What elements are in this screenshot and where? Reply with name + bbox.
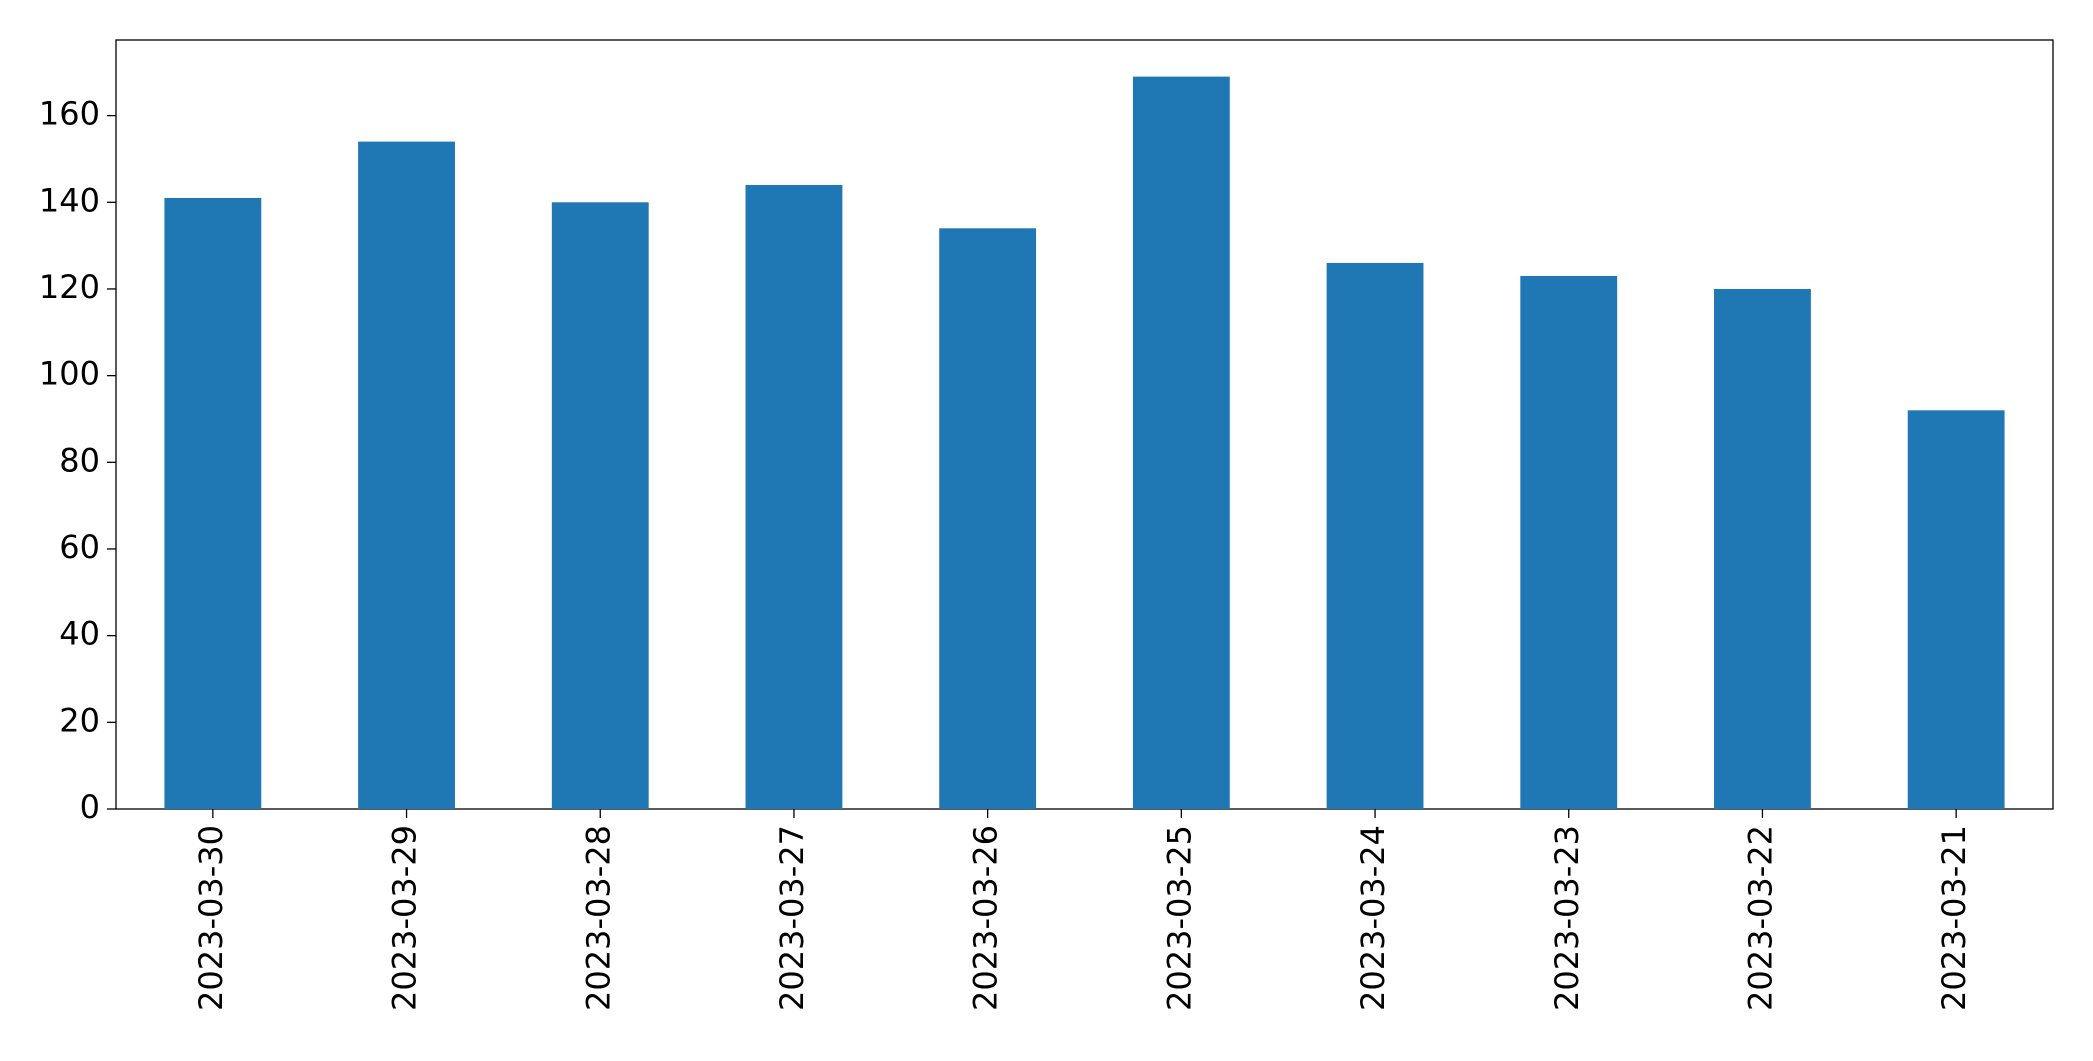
y-tick-label: 140: [39, 181, 100, 219]
bar: [1520, 275, 1618, 809]
axes-frame: [115, 39, 2054, 810]
x-tick-label: 2023-03-28: [579, 825, 617, 1011]
x-tick-label: 2023-03-27: [773, 825, 811, 1011]
x-tick-label: 2023-03-29: [386, 825, 424, 1011]
y-tick-label: 20: [59, 701, 100, 739]
y-tick-label: 0: [80, 788, 100, 826]
y-tick-label: 40: [59, 615, 100, 653]
y-tick-label: 80: [59, 441, 100, 479]
x-tick-label: 2023-03-25: [1160, 825, 1198, 1011]
bar: [745, 184, 843, 810]
y-tick-label: 100: [39, 355, 100, 393]
bar: [358, 141, 455, 809]
y-tick-label: 60: [59, 528, 100, 566]
x-tick-label: 2023-03-30: [192, 825, 230, 1011]
y-tick-label: 160: [39, 95, 100, 133]
bar: [551, 202, 649, 809]
x-tick-label: 2023-03-21: [1935, 825, 1973, 1011]
bar: [939, 228, 1037, 809]
x-tick-label: 2023-03-26: [967, 825, 1005, 1011]
y-tick-label: 120: [39, 268, 100, 306]
x-tick-label: 2023-03-24: [1354, 825, 1392, 1011]
bar: [164, 197, 262, 809]
bar: [1326, 262, 1424, 810]
bar: [1907, 410, 2005, 809]
bar: [1132, 76, 1230, 810]
bar: [1714, 288, 1811, 809]
x-tick-label: 2023-03-23: [1548, 825, 1586, 1011]
x-tick-label: 2023-03-22: [1741, 825, 1779, 1011]
